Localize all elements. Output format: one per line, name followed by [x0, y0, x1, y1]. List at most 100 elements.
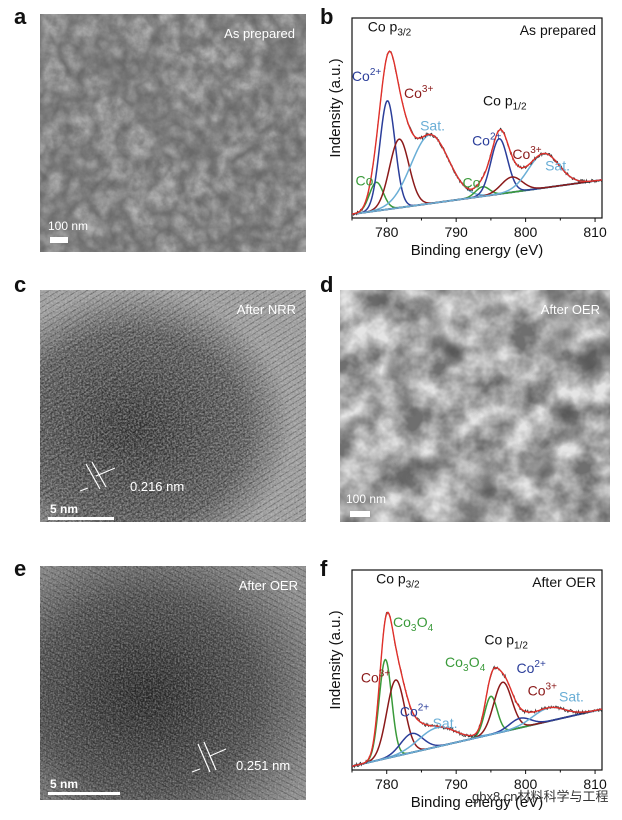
- f-annotation-sub2: 4: [428, 623, 434, 634]
- f-annotation-text: Co: [400, 704, 418, 720]
- f-annotation-sub: 3/2: [406, 579, 420, 590]
- hrtem-image-after-nrr: After NRR 0.216 nm 5 nm: [40, 290, 306, 522]
- f-annotation-text: Co: [528, 683, 546, 699]
- panel-d-scale-label: 100 nm: [346, 492, 386, 506]
- panel-a-label: As prepared: [224, 26, 295, 41]
- panel-d-label: After OER: [541, 302, 600, 317]
- b-annotation-text: Co: [352, 68, 370, 84]
- b-x-axis-label: Binding energy (eV): [411, 242, 544, 259]
- panel-letter-c: c: [14, 272, 27, 297]
- f-peak-annotation: Co p1/2: [484, 631, 528, 651]
- b-annotation-text: Co: [404, 85, 422, 101]
- f-annotation-sub: 3: [411, 623, 417, 634]
- b-peak-annotation: Co2+: [352, 67, 381, 84]
- f-x-axis-label: Binding energy (eV): [411, 794, 544, 811]
- panel-letter-e: e: [14, 556, 27, 581]
- f-annotation-sup: 2+: [534, 659, 546, 670]
- b-annotation-text: Co: [356, 173, 374, 189]
- f-peak-annotation: Co2+: [517, 659, 546, 676]
- b-peak-annotation: Co3+: [404, 84, 433, 101]
- xps-chart-f-svg: 780 790 800 810 Binding energy (eV) Indensity…: [327, 569, 607, 811]
- b-annotation-sub: 1/2: [513, 102, 527, 113]
- b-peak-annotation: Sat.: [545, 157, 570, 173]
- f-peak-annotation: Sat.: [559, 688, 584, 704]
- panel-e-scale-label: 5 nm: [50, 777, 78, 791]
- f-x-tick-label: 810: [583, 776, 607, 792]
- b-x-tick-label: 780: [375, 224, 399, 240]
- b-annotation-text: Sat.: [420, 117, 445, 133]
- b-peak-annotation: Sat.: [420, 117, 445, 133]
- panel-e-d-spacing: 0.251 nm: [236, 758, 290, 773]
- f-annotation-sub2: 4: [480, 663, 486, 674]
- b-annotation-text: Sat.: [545, 157, 570, 173]
- panel-letter-f: f: [320, 556, 328, 581]
- b-peak-annotation: Co2+: [472, 132, 501, 149]
- f-annotation-text: Co: [445, 654, 463, 670]
- b-annotation-sup: 2+: [490, 132, 502, 143]
- b-x-tick-label: 810: [583, 224, 607, 240]
- f-annotation-sup: 2+: [418, 703, 430, 714]
- f-annotation-text2: O: [469, 654, 480, 670]
- f-chart-title: After OER: [532, 574, 596, 590]
- panel-c-lattice-marker: [79, 461, 116, 492]
- f-plot-frame: [351, 569, 603, 771]
- sem-image-after-oer: After OER 100 nm: [340, 290, 610, 522]
- b-x-tick-label: 800: [514, 224, 538, 240]
- b-annotation-text: Co p: [483, 93, 513, 109]
- xps-chart-after-oer: 780 790 800 810 Binding energy (eV) Indensity…: [318, 562, 618, 820]
- f-annotation-sub: 1/2: [514, 640, 528, 651]
- panel-c-scale-bar: [48, 517, 114, 520]
- f-y-axis-label: Indensity (a.u.): [327, 610, 344, 709]
- f-annotation-text2: O: [417, 614, 428, 630]
- f-peak-annotation: Co3+: [361, 668, 390, 685]
- b-x-tick-label: 790: [444, 224, 468, 240]
- f-peak-annotation: Co p3/2: [376, 570, 420, 590]
- panel-c-d-spacing: 0.216 nm: [130, 479, 184, 494]
- panel-letter-b: b: [320, 4, 334, 29]
- f-annotation-sup: 3+: [546, 682, 558, 693]
- f-peak-annotation: Sat.: [433, 715, 458, 731]
- panel-c-label: After NRR: [237, 302, 296, 317]
- hrtem-image-after-oer: After OER 0.251 nm 5 nm: [40, 566, 306, 800]
- b-annotation-text: Co: [512, 146, 530, 162]
- f-peak-annotation: Co3+: [528, 682, 557, 699]
- f-x-tick-label: 780: [375, 776, 399, 792]
- b-y-axis-label: Indensity (a.u.): [327, 58, 344, 157]
- b-annotation-text: Co p: [368, 18, 398, 34]
- f-annotation-text: Co p: [376, 570, 406, 586]
- f-x-tick-label: 790: [444, 776, 468, 792]
- b-peak-annotation: Co: [462, 175, 480, 191]
- b-plot-area: [352, 50, 602, 216]
- xps-chart-as-prepared: 780 790 800 810 Binding energy (eV) Indensity…: [318, 10, 618, 268]
- b-peak-annotation: Co p3/2: [368, 18, 412, 38]
- panel-letter-d: d: [320, 272, 334, 297]
- f-annotation-text: Sat.: [433, 715, 458, 731]
- b-annotation-sub: 3/2: [397, 27, 411, 38]
- panel-letter-a: a: [14, 4, 27, 29]
- b-annotation-sup: 3+: [422, 84, 434, 95]
- b-chart-title: As prepared: [520, 22, 596, 38]
- b-annotation-text: Co: [472, 133, 490, 149]
- f-peak-annotation: Co2+: [400, 703, 429, 720]
- panel-e-lattice-marker: [191, 741, 227, 773]
- f-x-tick-label: 800: [514, 776, 538, 792]
- f-annotation-text: Sat.: [559, 688, 584, 704]
- panel-c-scale-label: 5 nm: [50, 502, 78, 516]
- panel-d-scale-bar: [350, 511, 370, 517]
- panel-e-scale-bar: [48, 792, 120, 795]
- f-peak-annotation: Co3 O4: [445, 654, 486, 674]
- b-peak-annotation: Co3+: [512, 145, 541, 162]
- xps-chart-b-svg: 780 790 800 810 Binding energy (eV) Indensity…: [327, 17, 607, 259]
- f-annotation-text: Co: [517, 660, 535, 676]
- b-peak-annotation: Co p1/2: [483, 93, 527, 113]
- f-annotation-text: Co p: [484, 631, 514, 647]
- b-plot-frame: [351, 17, 603, 219]
- panel-e-label: After OER: [239, 578, 298, 593]
- sem-image-as-prepared: As prepared 100 nm: [40, 14, 306, 252]
- b-annotation-sup: 3+: [530, 145, 542, 156]
- panel-a-scale-bar: [50, 237, 68, 243]
- f-fit-envelope-line: [352, 611, 602, 767]
- f-plot-area: [352, 611, 602, 769]
- f-peak-annotation: Co3 O4: [393, 614, 434, 634]
- f-annotation-sub: 3: [463, 663, 469, 674]
